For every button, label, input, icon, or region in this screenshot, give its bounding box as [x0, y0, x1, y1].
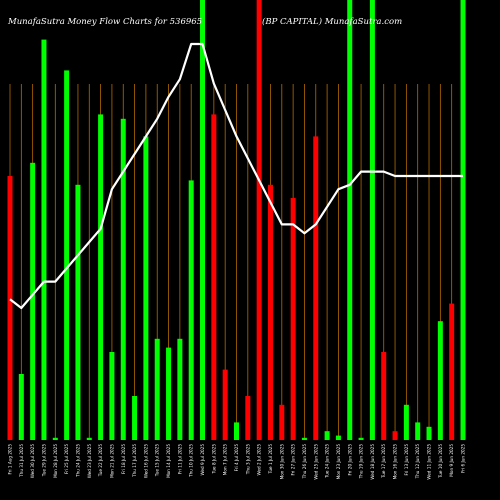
bars-group	[7, 0, 466, 441]
money-flow-bar	[41, 39, 47, 440]
money-flow-bar	[313, 136, 319, 440]
x-tick-label: Mon 7 Jul 2025	[223, 444, 228, 476]
money-flow-bar	[30, 162, 36, 441]
x-tick-label: Thu 31 Jul 2025	[19, 444, 24, 478]
x-tick-label: Thu 19 Jun 2025	[359, 444, 364, 480]
x-tick-label: Mon 14 Jul 2025	[166, 444, 171, 478]
money-flow-bar	[324, 431, 330, 440]
money-flow-bar	[290, 198, 296, 440]
money-flow-bar	[98, 114, 104, 441]
money-flow-bar	[245, 396, 251, 440]
money-flow-bar	[437, 321, 443, 440]
x-tick-label: Tue 29 Jul 2025	[41, 444, 46, 478]
money-flow-bar	[52, 437, 58, 440]
x-tick-label: Fri 18 Jul 2025	[121, 444, 126, 474]
money-flow-bar	[426, 426, 432, 440]
x-tick-label: Wed 30 Jul 2025	[30, 444, 35, 478]
money-flow-bar	[211, 114, 217, 441]
money-flow-bar	[154, 338, 160, 440]
x-tick-label: Wed 2 Jul 2025	[257, 444, 262, 476]
x-tick-label: Mon 21 Jul 2025	[109, 444, 114, 478]
money-flow-bar	[301, 437, 307, 440]
x-tick-label: Tue 8 Jul 2025	[211, 444, 216, 475]
money-flow-bar	[256, 0, 262, 440]
x-tick-label: Thu 12 Jun 2025	[415, 444, 420, 480]
money-flow-bar	[143, 136, 149, 440]
x-tick-label: Wed 23 Jul 2025	[87, 444, 92, 478]
x-tick-label: Thu 24 Jul 2025	[75, 444, 80, 478]
money-flow-bar	[200, 0, 206, 440]
x-tick-label: Tue 24 Jun 2025	[325, 444, 330, 479]
x-tick-label: Thu 10 Jul 2025	[189, 444, 194, 478]
money-flow-bar	[86, 437, 92, 440]
x-tick-label: Thu 3 Jul 2025	[245, 444, 250, 476]
x-tick-label: Tue 22 Jul 2025	[98, 444, 103, 478]
x-tick-label: Mon 16 Jun 2025	[393, 444, 398, 480]
money-flow-bar	[177, 338, 183, 440]
money-flow-bar	[358, 437, 364, 440]
x-tick-label: Thu 17 Jul 2025	[132, 444, 137, 478]
x-tick-label: Tue 17 Jun 2025	[381, 444, 386, 479]
money-flow-bar	[279, 404, 285, 440]
x-tick-label: Mon 28 Jul 2025	[53, 444, 58, 478]
money-flow-bar	[460, 0, 466, 440]
money-flow-bar	[166, 347, 172, 440]
x-tick-label: Wed 11 Jun 2025	[427, 444, 432, 480]
money-flow-bar	[234, 422, 239, 440]
money-flow-bar	[64, 70, 70, 441]
x-tick-label: Wed 16 Jul 2025	[143, 444, 148, 478]
x-tick-label: Tue 1 Jul 2025	[268, 444, 273, 475]
money-flow-bar	[449, 303, 455, 440]
money-flow-bar	[75, 184, 81, 440]
money-flow-bar	[381, 352, 387, 440]
chart-title-right: (BP CAPITAL) MunafaSutra.com	[262, 16, 402, 27]
money-flow-bar	[132, 396, 138, 440]
x-tick-label: Fri 25 Jul 2025	[64, 444, 69, 474]
money-flow-bar	[369, 0, 375, 440]
money-flow-bar	[18, 374, 24, 440]
x-tick-label: Fri 27 Jun 2025	[291, 444, 296, 476]
money-flow-bar	[222, 369, 228, 440]
x-tick-label: Fri 4 Jul 2025	[234, 444, 239, 472]
x-tick-label: Wed 18 Jun 2025	[370, 444, 375, 480]
x-tick-label: Tue 15 Jul 2025	[155, 444, 160, 478]
x-tick-label: Tue 10 Jun 2025	[438, 444, 443, 479]
x-tick-label: Fri 13 Jun 2025	[404, 444, 409, 476]
money-flow-bar	[392, 431, 398, 440]
money-flow-bar	[267, 184, 273, 440]
money-flow-bar	[120, 118, 126, 441]
money-flow-bar	[415, 422, 421, 440]
money-flow-line	[9, 42, 463, 310]
x-tick-label: Fri 1 Aug 2025	[8, 444, 13, 475]
money-flow-bar	[403, 404, 409, 440]
x-tick-label: Wed 25 Jun 2025	[313, 444, 318, 480]
money-flow-bar	[109, 352, 115, 440]
money-flow-bar	[188, 180, 194, 440]
x-tick-label: Thu 26 Jun 2025	[302, 444, 307, 480]
money-flow-bar	[347, 0, 353, 440]
x-tick-label: Mon 30 Jun 2025	[279, 444, 284, 480]
x-tick-label: Mon 9 Jun 2025	[449, 444, 454, 477]
x-tick-label: Fri 20 Jun 2025	[347, 444, 352, 476]
money-flow-bar	[7, 176, 13, 440]
x-tick-label: Fri 11 Jul 2025	[177, 444, 182, 474]
x-tick-label: Wed 9 Jul 2025	[200, 444, 205, 476]
x-tick-label: Mon 23 Jun 2025	[336, 444, 341, 480]
money-flow-bar	[335, 435, 341, 440]
x-tick-label: Fri 6 Jun 2025	[461, 444, 466, 473]
chart-title-left: MunafaSutra Money Flow Charts for 536965	[7, 17, 202, 27]
x-tick-labels: Fri 1 Aug 2025 Thu 31 Jul 2025 Wed 30 Jul …	[8, 444, 466, 480]
